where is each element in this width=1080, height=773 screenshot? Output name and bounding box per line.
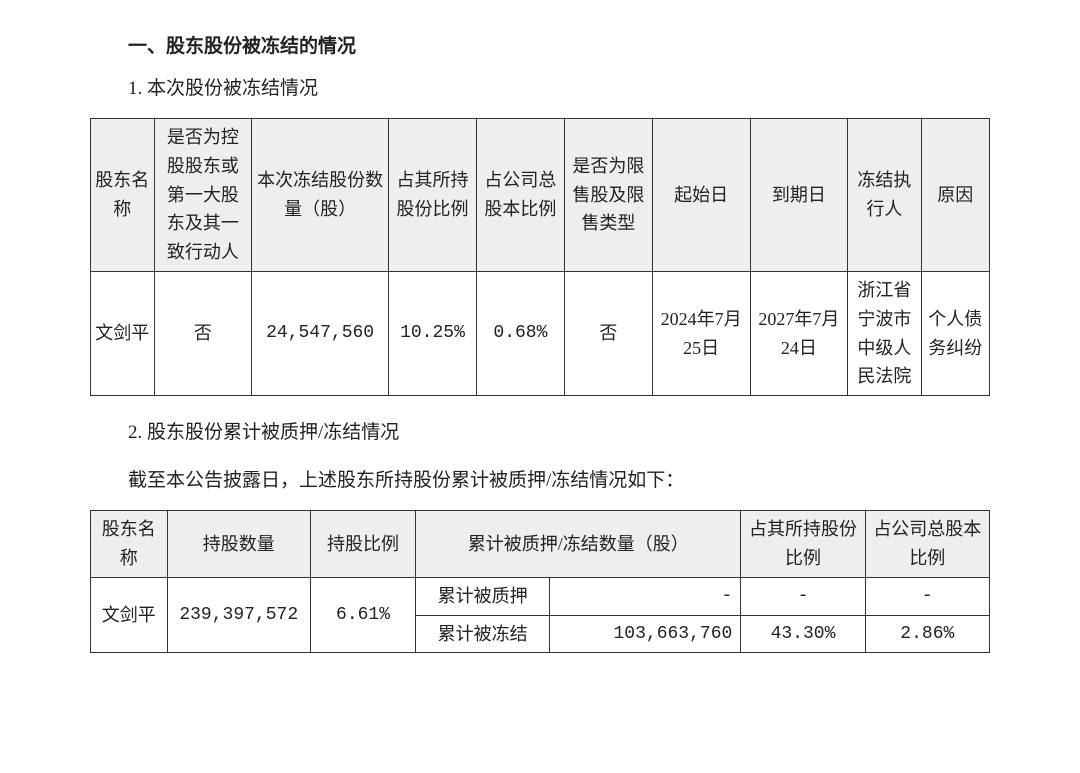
table-freeze-cumulative: 股东名称 持股数量 持股比例 累计被质押/冻结数量（股） 占其所持股份比例 占公… (90, 510, 990, 653)
col-header: 起始日 (652, 119, 750, 272)
table-row: 股东名称 持股数量 持股比例 累计被质押/冻结数量（股） 占其所持股份比例 占公… (91, 511, 990, 578)
col-header: 持股比例 (310, 511, 415, 578)
cell-reason: 个人债务纠纷 (921, 271, 989, 395)
cell-frozen-pct-total: 2.86% (865, 615, 989, 653)
col-header: 是否为限售股及限售类型 (564, 119, 652, 272)
cell-qty: 24,547,560 (252, 271, 389, 395)
cell-end: 2027年7月24日 (750, 271, 848, 395)
cell-pledged-pct-total: - (865, 577, 989, 615)
cell-frozen-qty: 103,663,760 (550, 615, 741, 653)
cell-pledged-pct-held: - (741, 577, 865, 615)
subsection-1-heading: 1. 本次股份被冻结情况 (90, 70, 990, 108)
cell-name: 文剑平 (91, 577, 168, 653)
col-header: 股东名称 (91, 119, 155, 272)
cell-frozen-pct-held: 43.30% (741, 615, 865, 653)
col-header: 占其所持股份比例 (389, 119, 477, 272)
cell-hold-qty: 239,397,572 (167, 577, 310, 653)
subsection-2-para: 截至本公告披露日，上述股东所持股份累计被质押/冻结情况如下： (90, 462, 990, 500)
col-header: 到期日 (750, 119, 848, 272)
cell-hold-pct: 6.61% (310, 577, 415, 653)
col-header: 原因 (921, 119, 989, 272)
table-row: 文剑平 否 24,547,560 10.25% 0.68% 否 2024年7月2… (91, 271, 990, 395)
cell-pct-held: 10.25% (389, 271, 477, 395)
cell-name: 文剑平 (91, 271, 155, 395)
col-header: 占其所持股份比例 (741, 511, 865, 578)
section-1-heading: 一、股东股份被冻结的情况 (90, 28, 990, 66)
cell-pct-total: 0.68% (476, 271, 564, 395)
cell-restricted: 否 (564, 271, 652, 395)
cell-executor: 浙江省宁波市中级人民法院 (848, 271, 921, 395)
subsection-2-heading: 2. 股东股份累计被质押/冻结情况 (90, 414, 990, 452)
col-header: 占公司总股本比例 (865, 511, 989, 578)
table-row: 股东名称 是否为控股股东或第一大股东及其一致行动人 本次冻结股份数量（股） 占其… (91, 119, 990, 272)
table-freeze-current: 股东名称 是否为控股股东或第一大股东及其一致行动人 本次冻结股份数量（股） 占其… (90, 118, 990, 396)
cell-pledged-label: 累计被质押 (416, 577, 550, 615)
col-header: 本次冻结股份数量（股） (252, 119, 389, 272)
cell-frozen-label: 累计被冻结 (416, 615, 550, 653)
col-header: 持股数量 (167, 511, 310, 578)
table-row: 文剑平 239,397,572 6.61% 累计被质押 - - - (91, 577, 990, 615)
cell-pledged-qty: - (550, 577, 741, 615)
cell-start: 2024年7月25日 (652, 271, 750, 395)
cell-is-ctrl: 否 (154, 271, 252, 395)
col-header: 是否为控股股东或第一大股东及其一致行动人 (154, 119, 252, 272)
col-header: 占公司总股本比例 (476, 119, 564, 272)
col-header: 累计被质押/冻结数量（股） (416, 511, 741, 578)
col-header: 股东名称 (91, 511, 168, 578)
col-header: 冻结执行人 (848, 119, 921, 272)
